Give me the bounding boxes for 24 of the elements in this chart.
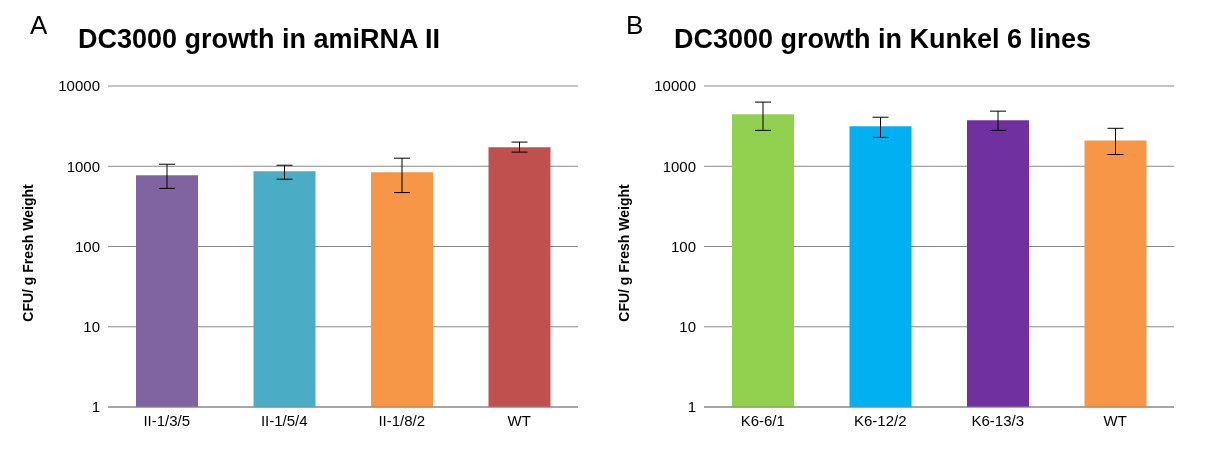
- y-tick-label: 1000: [662, 157, 696, 175]
- x-tick-label: K6-13/3: [971, 411, 1025, 429]
- x-tick-label: WT: [507, 411, 531, 429]
- x-tick-label: K6-12/2: [853, 411, 907, 429]
- y-axis-title: CFU/ g Fresh Weight: [20, 184, 36, 322]
- y-tick-label: 100: [670, 237, 696, 255]
- y-tick-label: 100: [74, 237, 100, 255]
- y-tick-label: 1: [687, 398, 696, 416]
- x-tick-label: II-1/8/2: [378, 411, 426, 429]
- x-tick-label: WT: [1103, 411, 1127, 429]
- text: B: [626, 10, 644, 41]
- y-tick-label: 1000: [66, 157, 100, 175]
- x-tick-label: II-1/3/5: [143, 411, 191, 429]
- y-tick-label: 1: [91, 398, 100, 416]
- y-tick-label: 10000: [58, 77, 100, 95]
- y-tick-label: 10: [679, 318, 696, 336]
- text: A: [30, 10, 48, 41]
- chart-title: DC3000 growth in amiRNA II: [78, 24, 441, 55]
- y-tick-label: 10: [83, 318, 100, 336]
- chart-title: DC3000 growth in Kunkel 6 lines: [674, 24, 1092, 55]
- y-tick-label: 10000: [654, 77, 696, 95]
- y-axis-title: CFU/ g Fresh Weight: [616, 184, 632, 322]
- x-tick-label: K6-6/1: [740, 411, 785, 429]
- x-tick-label: II-1/5/4: [260, 411, 308, 429]
